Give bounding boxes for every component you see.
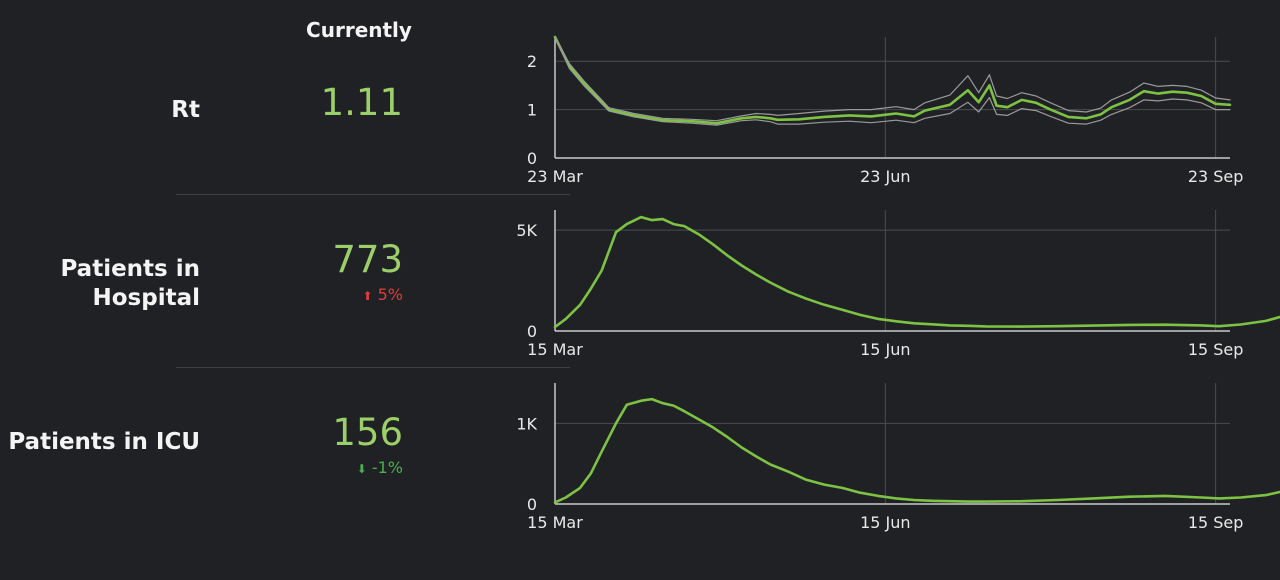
- y-tick-label: 1K: [516, 414, 537, 433]
- x-tick-label: 15 Sep: [1188, 513, 1244, 532]
- x-tick-label: 23 Sep: [1188, 167, 1244, 186]
- confidence-band-line: [554, 36, 1231, 126]
- row-label-hospital: Patients in Hospital: [60, 256, 200, 311]
- y-tick-label: 2: [527, 52, 537, 71]
- arrow-down-icon: ⬇: [356, 462, 367, 476]
- x-tick-label: 15 Jun: [860, 340, 910, 359]
- x-tick-label: 15 Sep: [1188, 340, 1244, 359]
- row-value-icu: 156: [332, 411, 403, 454]
- series-line: [553, 397, 1280, 504]
- x-tick-label: 15 Mar: [527, 340, 583, 359]
- x-tick-label: 15 Mar: [527, 513, 583, 532]
- x-tick-label: 15 Jun: [860, 513, 910, 532]
- arrow-up-icon: ⬆: [362, 289, 373, 303]
- series-line: [553, 35, 1232, 125]
- row-value-rt: 1.11: [320, 81, 403, 124]
- x-tick-label: 23 Mar: [527, 167, 583, 186]
- row-value-hospital: 773: [332, 238, 403, 281]
- row-divider: [176, 367, 570, 368]
- currently-header: Currently: [306, 18, 412, 42]
- icu-chart: 0 1K 15 Mar 15 Jun 15 Sep: [516, 383, 1280, 532]
- row-label-rt: Rt: [171, 97, 200, 123]
- row-change-icu: ⬇ -1%: [243, 458, 403, 477]
- rt-chart: 0 1 2 23 Mar 23 Jun 23 Sep: [527, 35, 1244, 186]
- row-divider: [176, 194, 570, 195]
- hospital-chart: 0 5K 15 Mar 15 Jun 15 Sep: [516, 210, 1280, 359]
- row-label-icu: Patients in ICU: [8, 429, 200, 455]
- confidence-band-line: [554, 36, 1231, 122]
- y-tick-label: 5K: [516, 221, 537, 240]
- change-value: 5%: [377, 285, 403, 304]
- series-line: [553, 215, 1280, 329]
- y-tick-label: 0: [527, 322, 537, 341]
- y-tick-label: 0: [527, 495, 537, 514]
- row-change-hospital: ⬆ 5%: [243, 285, 403, 304]
- x-tick-label: 23 Jun: [860, 167, 910, 186]
- change-value: -1%: [371, 458, 403, 477]
- y-tick-label: 0: [527, 149, 537, 168]
- y-tick-label: 1: [527, 101, 537, 120]
